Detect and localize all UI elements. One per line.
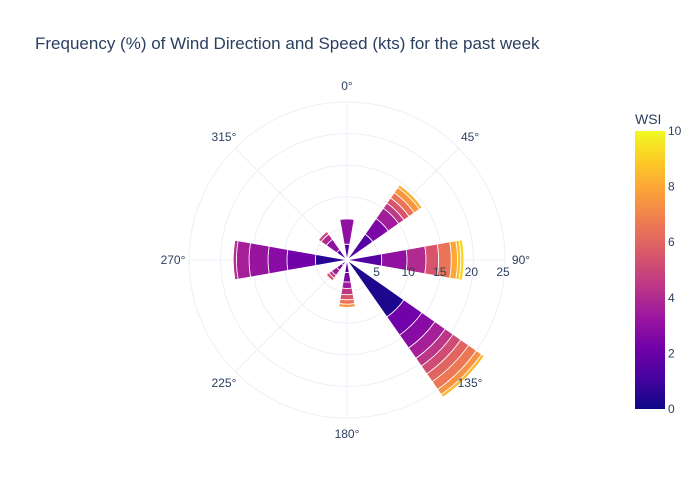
radial-tick-label: 25 — [496, 265, 510, 279]
colorbar-tick-label: 2 — [668, 346, 675, 360]
colorbar: WSI 0 2 4 6 8 10 — [635, 111, 682, 416]
radial-tick-label: 20 — [465, 265, 479, 279]
bar-segment-135-9 — [440, 353, 485, 398]
colorbar-strip — [635, 131, 665, 409]
bar-segment-225-4 — [325, 272, 335, 282]
radial-tick-label: 5 — [373, 265, 380, 279]
bar-segment-270-3 — [248, 242, 270, 278]
radial-tick-label: 15 — [433, 265, 447, 279]
angular-gridline-225 — [234, 259, 348, 373]
angular-tick-label: 0° — [341, 79, 353, 93]
bar-segment-180-5 — [338, 298, 356, 305]
axis-labels: 0° 45° 90° 135° 180° 225° 270° 315° 5 10 15 20 25 — [161, 79, 531, 441]
angular-tick-label: 135° — [458, 376, 483, 390]
angular-tick-label: 90° — [512, 253, 530, 267]
chart-title: Frequency (%) of Wind Direction and Spee… — [35, 34, 540, 53]
colorbar-tick-label: 8 — [668, 180, 675, 194]
bar-segment-180-3 — [340, 287, 354, 296]
bar-segment-270-4 — [236, 240, 251, 280]
bar-segment-0-1 — [339, 218, 355, 245]
colorbar-tick-label: 0 — [668, 402, 675, 416]
bar-segment-180-2 — [341, 281, 353, 289]
bar-segment-90-7 — [458, 239, 465, 281]
angular-tick-label: 180° — [335, 427, 360, 441]
angular-tick-label: 45° — [461, 130, 479, 144]
angular-tick-label: 315° — [212, 130, 237, 144]
bar-segment-180-6 — [338, 303, 356, 308]
wind-bars — [232, 184, 485, 398]
radial-tick-label: 10 — [402, 265, 416, 279]
colorbar-title: WSI — [635, 111, 661, 127]
bar-segment-270-5 — [232, 239, 239, 281]
bar-segment-315-3 — [317, 230, 330, 243]
bar-segment-180-4 — [339, 293, 355, 301]
angular-tick-label: 225° — [212, 376, 237, 390]
bar-segment-270-2 — [267, 245, 289, 275]
bar-segment-270-1 — [286, 249, 317, 271]
colorbar-tick-label: 6 — [668, 235, 675, 249]
bar-segment-45-7 — [397, 184, 423, 210]
bar-segment-180-1 — [342, 271, 352, 283]
colorbar-tick-label: 10 — [668, 124, 682, 138]
angular-tick-label: 270° — [161, 253, 186, 267]
colorbar-tick-label: 4 — [668, 291, 675, 305]
